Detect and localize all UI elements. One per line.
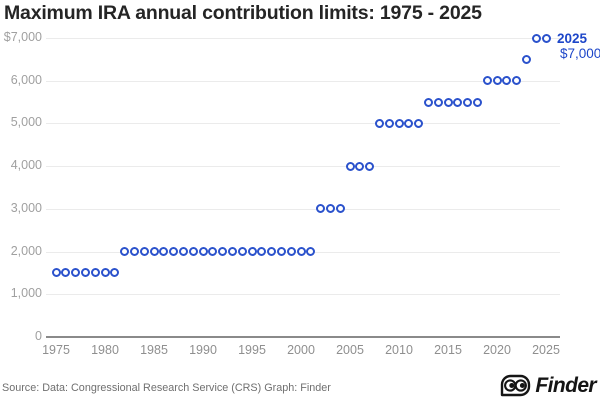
data-point xyxy=(423,97,433,107)
data-point xyxy=(433,97,443,107)
data-point xyxy=(237,247,247,257)
y-axis-tick-label: 4,000 xyxy=(10,158,42,173)
x-axis-line xyxy=(46,336,560,338)
data-point xyxy=(90,268,100,278)
y-axis-tick-label: 1,000 xyxy=(10,286,42,301)
data-point xyxy=(247,247,257,257)
y-gridline xyxy=(46,38,560,39)
source-attribution: Source: Data: Congressional Research Ser… xyxy=(2,382,331,394)
data-point xyxy=(502,76,512,86)
data-point xyxy=(306,247,316,257)
data-point xyxy=(149,247,159,257)
y-gridline xyxy=(46,166,560,168)
y-gridline xyxy=(46,208,560,210)
data-point xyxy=(365,161,375,171)
data-point xyxy=(355,161,365,171)
chart-title: Maximum IRA annual contribution limits: … xyxy=(4,2,482,24)
y-axis-tick-label: 5,000 xyxy=(10,115,42,130)
x-axis-tick-label: 2010 xyxy=(385,343,413,357)
data-point xyxy=(51,268,61,278)
data-point xyxy=(276,247,286,257)
data-point xyxy=(384,118,394,128)
y-gridline xyxy=(46,123,560,125)
data-point xyxy=(267,247,277,257)
data-point xyxy=(335,204,345,214)
x-axis-tick-label: 2000 xyxy=(287,343,315,357)
data-point xyxy=(188,247,198,257)
data-point xyxy=(286,247,296,257)
data-point xyxy=(325,204,335,214)
y-axis-tick-label: 0 xyxy=(35,329,42,343)
data-point xyxy=(374,118,384,128)
y-axis-tick-label: 6,000 xyxy=(10,72,42,87)
finder-eyes-icon xyxy=(499,373,532,398)
data-point xyxy=(345,161,355,171)
x-axis-tick-label: 2015 xyxy=(434,343,462,357)
data-point xyxy=(472,97,482,107)
data-point xyxy=(129,247,139,257)
finder-logo: Finder xyxy=(499,373,597,398)
y-gridline xyxy=(46,80,560,82)
x-axis-tick-label: 1975 xyxy=(42,343,70,357)
data-point xyxy=(404,118,414,128)
data-point xyxy=(453,97,463,107)
finder-wordmark: Finder xyxy=(535,373,596,397)
data-point xyxy=(208,247,218,257)
data-point xyxy=(80,268,90,278)
data-point xyxy=(394,118,404,128)
data-point xyxy=(169,247,179,257)
y-axis-tick-label: $7,000 xyxy=(3,30,42,44)
data-point xyxy=(178,247,188,257)
x-axis-tick-label: 1985 xyxy=(140,343,168,357)
y-gridline xyxy=(46,294,560,296)
data-point xyxy=(541,33,551,43)
data-point xyxy=(139,247,149,257)
x-axis-tick-label: 1995 xyxy=(238,343,266,357)
y-axis-tick-label: 2,000 xyxy=(10,243,42,258)
data-point xyxy=(71,268,81,278)
data-point xyxy=(414,118,424,128)
data-point xyxy=(443,97,453,107)
data-point xyxy=(110,268,120,278)
data-point xyxy=(521,54,531,64)
data-point xyxy=(218,247,228,257)
data-point xyxy=(198,247,208,257)
data-point xyxy=(227,247,237,257)
data-point xyxy=(296,247,306,257)
annotation-value-label: $7,000 xyxy=(560,46,600,61)
x-axis-tick-label: 2025 xyxy=(532,343,560,357)
data-point xyxy=(492,76,502,86)
x-axis-tick-label: 2020 xyxy=(483,343,511,357)
x-axis-tick-label: 1990 xyxy=(189,343,217,357)
y-axis-tick-label: 3,000 xyxy=(10,200,42,215)
data-point xyxy=(463,97,473,107)
data-point xyxy=(531,33,541,43)
x-axis-tick-label: 1980 xyxy=(91,343,119,357)
data-point xyxy=(159,247,169,257)
data-point xyxy=(257,247,267,257)
data-point xyxy=(120,247,130,257)
data-point xyxy=(61,268,71,278)
data-point xyxy=(100,268,110,278)
data-point xyxy=(512,76,522,86)
data-point xyxy=(316,204,326,214)
annotation-year-label: 2025 xyxy=(557,31,588,46)
data-point xyxy=(482,76,492,86)
x-axis-tick-label: 2005 xyxy=(336,343,364,357)
